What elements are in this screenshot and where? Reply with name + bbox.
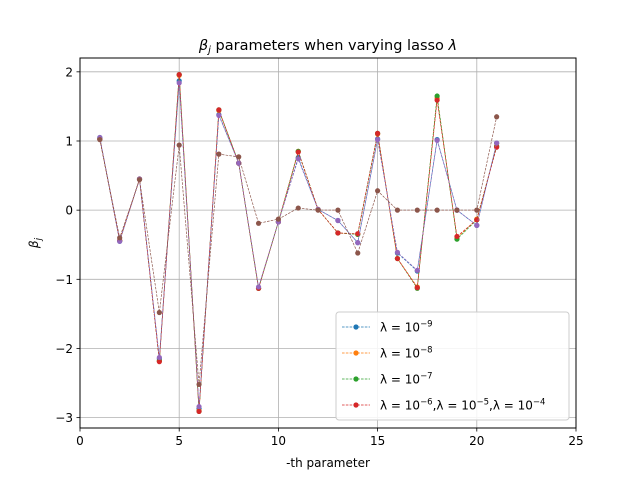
data-point: [97, 137, 103, 143]
data-point: [295, 205, 301, 211]
legend: λ = 10−9 λ = 10−8 λ = 10−7 λ = 10−6,λ = 10−…: [335, 311, 570, 421]
axis-ticks: 0 5 10 15 20 25 −3 −2 −1 0 1 2: [55, 65, 583, 448]
x-tick-label: 15: [370, 434, 385, 448]
legend-box: [335, 311, 570, 421]
legend-label: λ = 10−7: [380, 372, 433, 387]
data-point: [216, 112, 222, 119]
y-tick-label: −2: [55, 342, 73, 356]
data-point: [375, 188, 381, 194]
data-point: [176, 142, 182, 148]
data-point: [236, 154, 242, 160]
y-tick-label: −1: [55, 273, 73, 287]
data-point: [494, 114, 500, 120]
data-point: [434, 93, 440, 99]
legend-marker: [353, 350, 359, 356]
legend-marker: [353, 402, 359, 408]
data-point: [275, 216, 281, 222]
data-point: [156, 309, 162, 316]
data-point: [414, 207, 420, 213]
data-point: [136, 177, 143, 183]
data-point: [216, 151, 222, 157]
x-tick-label: 20: [469, 434, 484, 448]
data-point: [474, 222, 480, 228]
data-point: [375, 130, 381, 136]
data-point: [375, 137, 381, 143]
data-point: [335, 230, 341, 236]
legend-label: λ = 10−9: [380, 320, 433, 335]
data-point: [394, 255, 401, 262]
y-tick-label: 2: [65, 65, 73, 79]
data-point: [434, 97, 440, 103]
data-point: [474, 207, 480, 213]
data-point: [474, 217, 480, 223]
data-point: [295, 149, 301, 155]
legend-label: λ = 10−6,λ = 10−5,λ = 10−4: [380, 398, 545, 413]
data-point: [176, 80, 182, 86]
data-point: [216, 107, 222, 113]
legend-label: λ = 10−8: [380, 346, 433, 361]
data-point: [156, 354, 162, 361]
data-point: [335, 217, 341, 224]
data-point: [295, 156, 301, 162]
data-point: [236, 160, 242, 166]
data-point: [434, 207, 440, 213]
x-tick-label: 25: [568, 434, 583, 448]
plot-frame: [79, 57, 577, 429]
data-point: [394, 207, 401, 213]
data-point: [196, 381, 202, 388]
data-point: [255, 220, 262, 226]
data-point: [196, 408, 202, 415]
data-point: [494, 140, 500, 146]
data-point: [394, 249, 401, 255]
chart-title: βj parameters when varying lasso λ: [198, 38, 457, 56]
x-axis-label: -th parameter: [286, 456, 370, 470]
series-5: [97, 114, 500, 388]
x-tick-label: 5: [175, 434, 183, 448]
data-point: [355, 231, 361, 237]
y-tick-label: −3: [55, 411, 73, 425]
data-point: [117, 235, 123, 241]
x-tick-label: 10: [271, 434, 286, 448]
legend-marker: [353, 376, 359, 382]
data-point: [176, 71, 182, 78]
y-axis-label: βj: [27, 237, 44, 249]
data-point: [454, 207, 460, 213]
y-tick-label: 0: [65, 204, 73, 218]
data-point: [414, 285, 420, 291]
data-point: [335, 207, 341, 213]
data-point: [156, 359, 162, 365]
series-layer: [97, 71, 500, 415]
data-point: [355, 250, 361, 256]
grid: [79, 58, 577, 428]
data-point: [434, 137, 440, 143]
y-tick-label: 1: [65, 134, 73, 148]
data-point: [454, 233, 460, 240]
data-point: [196, 403, 202, 410]
data-point: [355, 240, 361, 246]
data-point: [315, 207, 321, 213]
x-tick-label: 0: [76, 434, 84, 448]
data-point: [414, 267, 420, 273]
data-point: [255, 284, 262, 290]
legend-marker: [353, 324, 359, 330]
